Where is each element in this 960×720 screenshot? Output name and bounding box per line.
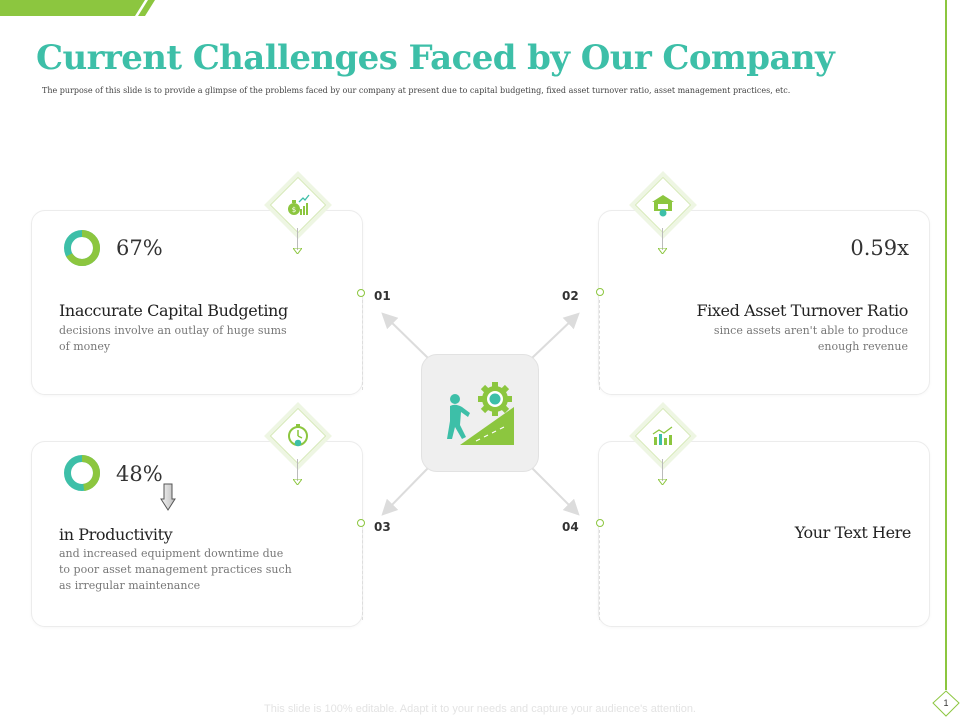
card-4-heading: Your Text Here <box>794 523 912 542</box>
page-number-badge: 1 <box>932 690 960 720</box>
card-2-desc-line-1: since assets aren't able to produce <box>713 324 908 337</box>
person-pushing-gear-uphill-icon <box>447 382 514 445</box>
growth-chart-icon <box>652 426 673 445</box>
step-number-2: 02 <box>562 289 579 303</box>
svg-text:$: $ <box>292 206 296 214</box>
marker-dot-4 <box>596 519 604 527</box>
stopwatch-icon <box>288 424 308 447</box>
card-2-desc-line-2: enough revenue <box>817 340 908 353</box>
challenge-card-4 <box>598 441 930 627</box>
slide-title: Current Challenges Faced by Our Company <box>36 38 835 78</box>
guide-line-1 <box>362 300 363 390</box>
challenge-card-2 <box>598 210 930 395</box>
step-number-1: 01 <box>374 289 391 303</box>
card-3-value: 48% <box>116 462 163 486</box>
center-icon-box <box>421 354 539 472</box>
card-1-desc-line-1: decisions involve an outlay of huge sums <box>59 324 287 337</box>
card-3-heading: in Productivity <box>59 525 173 544</box>
card-3-icon-badge <box>269 407 327 493</box>
donut-chart-67 <box>64 230 100 266</box>
card-2-heading: Fixed Asset Turnover Ratio <box>696 301 908 320</box>
card-1-value: 67% <box>116 236 163 260</box>
card-3-desc-line-3: as irregular maintenance <box>59 579 201 592</box>
card-2-value: 0.59x <box>850 236 909 260</box>
step-number-4: 04 <box>562 520 579 534</box>
money-bag-growth-icon: $ <box>288 194 310 215</box>
challenge-card-3 <box>31 441 363 627</box>
down-arrow-icon <box>160 483 176 511</box>
card-3-desc-line-2: to poor asset management practices such <box>59 563 292 576</box>
challenge-card-1 <box>31 210 363 395</box>
card-4-icon-badge <box>634 407 692 493</box>
card-1-description: decisions involve an outlay of huge sums… <box>59 323 299 355</box>
marker-dot-1 <box>357 289 365 297</box>
donut-chart-48 <box>64 455 100 491</box>
card-1-heading: Inaccurate Capital Budgeting <box>59 301 288 320</box>
center-arrows <box>381 312 580 516</box>
page-number: 1 <box>943 698 949 708</box>
marker-dot-2 <box>596 288 604 296</box>
slide-footer: This slide is 100% editable. Adapt it to… <box>264 703 696 715</box>
slide-subtitle: The purpose of this slide is to provide … <box>42 86 791 95</box>
guide-line-4 <box>599 530 600 620</box>
marker-dot-3 <box>357 519 365 527</box>
card-1-icon-badge: $ <box>269 176 327 262</box>
card-1-desc-line-2: of money <box>59 340 111 353</box>
dollar-house-icon <box>652 195 674 217</box>
step-number-3: 03 <box>374 520 391 534</box>
top-accent-bar <box>0 0 155 16</box>
guide-line-2 <box>599 300 600 390</box>
card-2-icon-badge <box>634 176 692 262</box>
card-3-description: and increased equipment downtime due to … <box>59 546 309 594</box>
guide-line-3 <box>362 530 363 620</box>
card-3-desc-line-1: and increased equipment downtime due <box>59 547 284 560</box>
right-accent-line <box>945 0 947 690</box>
card-2-description: since assets aren't able to produce enou… <box>660 323 908 355</box>
